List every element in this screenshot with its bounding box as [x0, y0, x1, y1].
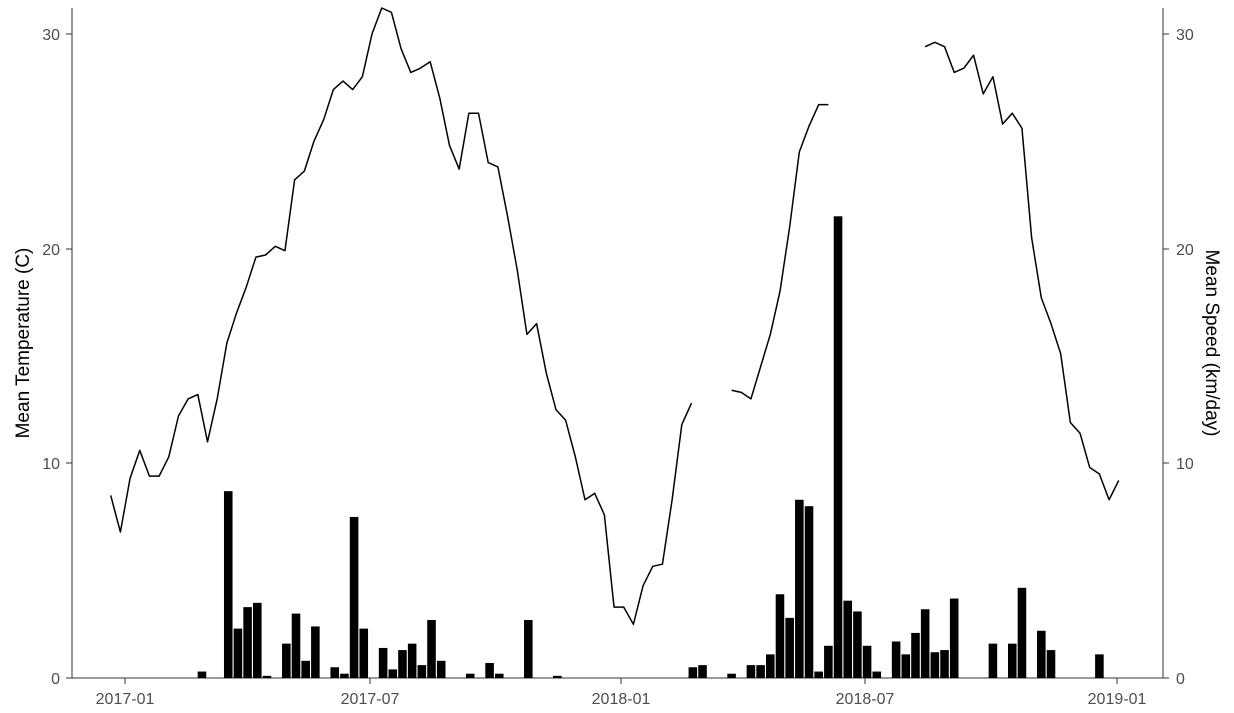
y2-tick-label: 0: [1176, 671, 1185, 688]
speed-bar: [378, 647, 388, 678]
speed-bar: [233, 628, 243, 678]
speed-bar: [197, 671, 207, 678]
speed-bar: [436, 660, 446, 678]
speed-bar: [804, 506, 814, 678]
x-tick-label: 2018-01: [592, 691, 651, 708]
speed-bar: [1007, 643, 1017, 678]
y2-tick-label: 20: [1176, 242, 1194, 259]
speed-bar: [930, 652, 940, 678]
temperature-line-segment: [731, 103, 829, 400]
speed-bar: [824, 645, 833, 678]
y2-tick-label: 10: [1176, 456, 1194, 473]
speed-bar: [349, 516, 359, 678]
speed-bar: [553, 675, 562, 678]
speed-bar: [862, 645, 872, 678]
speed-bar: [291, 613, 301, 678]
x-tick-label: 2019-01: [1088, 691, 1147, 708]
temperature-line-segment: [924, 41, 1120, 501]
y-axis-title: Mean Temperature (C): [13, 248, 34, 439]
speed-bar: [688, 667, 698, 678]
speed-bar: [427, 620, 436, 678]
speed-bar: [746, 665, 756, 678]
speed-bar: [785, 617, 794, 678]
speed-bar: [301, 660, 310, 678]
y2-axis-title: Mean Speed (km/day): [1201, 250, 1222, 437]
y2-tick-label: 30: [1176, 27, 1194, 44]
speed-bar: [485, 662, 494, 678]
speed-bar: [253, 602, 262, 678]
speed-bar: [940, 650, 949, 678]
speed-bar: [388, 669, 398, 678]
speed-bar: [1037, 630, 1046, 678]
left-axis: 0 10 20 30: [42, 8, 73, 688]
speed-bar: [407, 643, 417, 678]
right-axis: 0 10 20 30: [1162, 8, 1194, 688]
speed-bar: [775, 594, 785, 678]
speed-bar: [398, 650, 407, 678]
speed-bar: [766, 654, 775, 678]
speed-bar: [988, 643, 998, 678]
y-tick-label: 30: [42, 27, 60, 44]
speed-bar: [417, 665, 427, 678]
speed-bar: [814, 671, 823, 678]
speed-bar: [223, 491, 233, 678]
speed-bar: [756, 665, 765, 678]
temperature-line-segment: [109, 7, 693, 626]
speed-bar: [311, 626, 320, 678]
speed-bar: [465, 673, 475, 678]
speed-bar: [698, 665, 707, 678]
y-tick-label: 20: [42, 242, 60, 259]
x-axis: 2017-01 2017-07 2018-01 2018-07 2019-01: [72, 677, 1163, 708]
speed-bar: [524, 620, 533, 678]
speed-bar: [1017, 587, 1027, 678]
speed-bar: [340, 673, 349, 678]
temperature-line: [109, 7, 1120, 626]
speed-bar: [262, 675, 272, 678]
x-tick-label: 2018-07: [836, 691, 895, 708]
speed-bar: [843, 600, 853, 678]
x-tick-label: 2017-07: [341, 691, 400, 708]
speed-bar: [1095, 654, 1104, 678]
speed-bar: [920, 609, 930, 678]
speed-bar: [1046, 650, 1056, 678]
speed-bar: [330, 667, 340, 678]
speed-bar: [494, 673, 504, 678]
speed-bar: [833, 216, 843, 679]
speed-bar: [872, 671, 882, 678]
y-tick-label: 10: [42, 456, 60, 473]
speed-bar: [949, 598, 959, 678]
y-tick-label: 0: [51, 671, 60, 688]
speed-bar: [359, 628, 369, 678]
speed-bar: [911, 632, 920, 678]
speed-bar: [901, 654, 911, 678]
speed-bar: [727, 673, 736, 678]
speed-bar: [243, 607, 252, 678]
speed-bar: [891, 641, 901, 678]
speed-bar: [282, 643, 291, 678]
speed-bar: [795, 499, 804, 678]
x-tick-label: 2017-01: [96, 691, 155, 708]
speed-bars: [197, 216, 1104, 679]
speed-bar: [853, 611, 862, 678]
